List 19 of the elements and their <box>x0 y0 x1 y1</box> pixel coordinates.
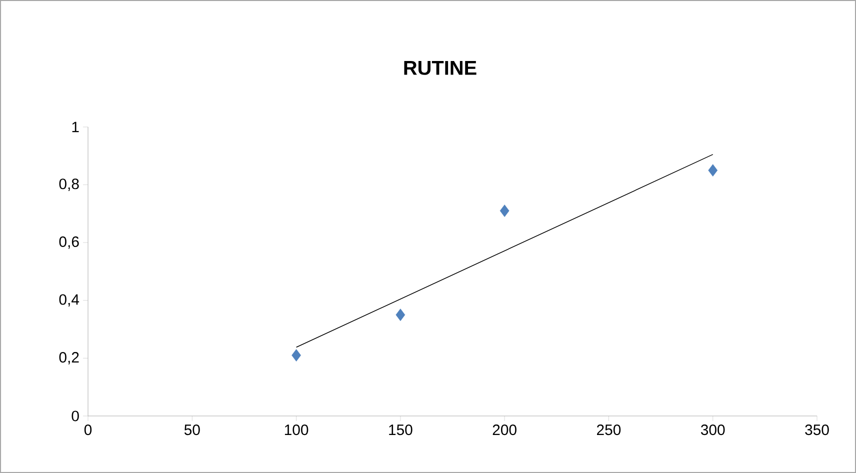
chart-title: RUTINE <box>404 61 476 75</box>
x-tick-label: 100 <box>284 424 308 436</box>
point <box>500 204 510 217</box>
x-tick-label: 300 <box>700 424 725 436</box>
point <box>708 164 718 177</box>
y-tick-label: 0 <box>72 410 79 422</box>
y-tick-label: 1 <box>72 122 79 132</box>
x-tick-label: 200 <box>492 424 516 436</box>
y-tick-label: 0,8 <box>59 178 79 191</box>
point <box>396 308 406 322</box>
y-tick-label: 0,6 <box>59 236 79 249</box>
x-tick-label: 250 <box>597 424 621 436</box>
point <box>292 349 301 362</box>
y-tick-label: 0,4 <box>59 294 80 307</box>
x-tick-label: 0 <box>84 424 92 436</box>
y-tick-label: 0,2 <box>59 352 79 364</box>
x-tick-label: 150 <box>389 424 412 436</box>
x-tick-label: 50 <box>184 424 200 436</box>
x-tick-label: 350 <box>805 424 829 436</box>
